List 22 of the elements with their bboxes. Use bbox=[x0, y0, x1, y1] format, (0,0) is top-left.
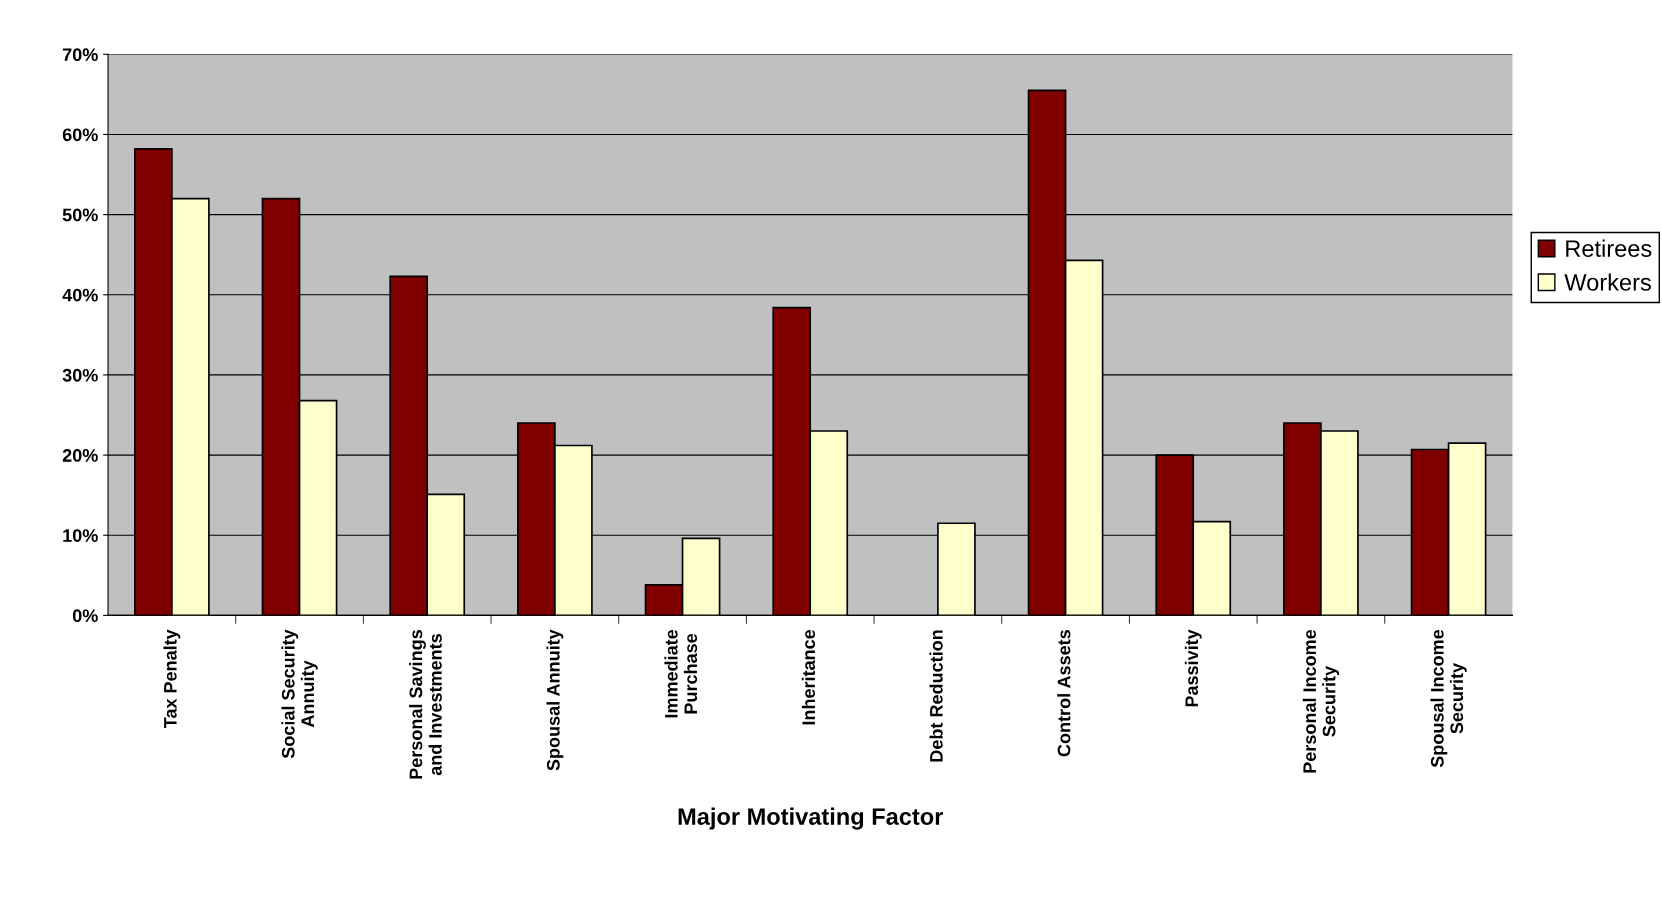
legend-label: Retirees bbox=[1566, 239, 1652, 257]
x-tick-label: Passivity bbox=[1184, 629, 1202, 707]
y-tick-label: 0% bbox=[72, 609, 98, 623]
x-tick-label: Inheritance bbox=[801, 629, 816, 725]
y-tick-label: 20% bbox=[62, 449, 98, 462]
legend-label: Workers bbox=[1564, 273, 1651, 291]
y-tick-label: 10% bbox=[63, 529, 98, 542]
y-tick-label: 60% bbox=[62, 128, 98, 142]
x-tick-label: Control Assets bbox=[1057, 630, 1071, 757]
y-tick-label: 50% bbox=[62, 208, 98, 222]
x-tick-label: Tax Penalty bbox=[163, 629, 181, 729]
x-tick-label: Personal Savings and Investments bbox=[409, 630, 442, 779]
x-tick-label: Social Security Annuity bbox=[281, 629, 318, 759]
y-tick-label: 70% bbox=[62, 48, 98, 62]
x-tick-label: Immediate Purchase bbox=[664, 629, 698, 718]
x-tick-label: Spousal Income Security bbox=[1430, 629, 1467, 768]
x-axis-title: Major Motivating Factor bbox=[678, 807, 944, 830]
x-tick-label: Debt Reduction bbox=[929, 630, 943, 762]
x-tick-label: Spousal Annuity bbox=[546, 629, 564, 771]
y-tick-label: 40% bbox=[62, 288, 98, 302]
x-tick-label: Personal Income Security bbox=[1302, 629, 1340, 773]
y-tick-label: 30% bbox=[62, 368, 98, 382]
